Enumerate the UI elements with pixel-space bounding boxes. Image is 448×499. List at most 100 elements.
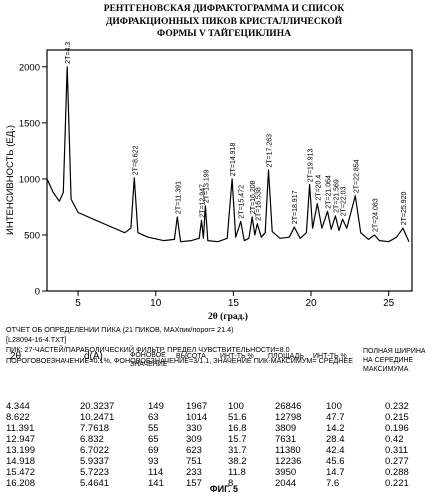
x-tick-label: 25 xyxy=(383,298,395,309)
peak-label: 2T=24.083 xyxy=(373,198,380,232)
peak-label: 2T=18.917 xyxy=(292,190,299,224)
x-tick-label: 10 xyxy=(150,298,162,309)
peak-table-body: 4.34420.32371491967100268461000.2328.622… xyxy=(0,401,448,489)
row-fwhm: 0.232 xyxy=(385,401,409,412)
peak-label: 2T=22.03 xyxy=(341,186,348,216)
row-background: 65 xyxy=(148,434,159,445)
row-fwhm: 0.196 xyxy=(385,423,409,434)
col-header-background: ЗНАЧЕНИЕ xyxy=(130,361,168,369)
row-intensity: 31.7 xyxy=(228,445,247,456)
col-header-intensity-area: ИНТ-ТЬ % xyxy=(313,353,347,361)
diffraction-trace xyxy=(47,67,409,242)
row-area: 12236 xyxy=(275,456,301,467)
report-line: [L28094-16-4.TXT] xyxy=(6,335,446,345)
row-height: 330 xyxy=(186,423,202,434)
col-header-d: d(A) xyxy=(84,353,103,361)
row-intensity-area: 45.6 xyxy=(326,456,345,467)
row-height: 309 xyxy=(186,434,202,445)
peak-label: 2T=14.918 xyxy=(230,143,237,177)
y-axis-label: ИНТЕНСИВНОСТЬ (ЕД.) xyxy=(5,125,16,235)
peak-label: 2T=15.472 xyxy=(239,185,246,219)
row-fwhm: 0.277 xyxy=(385,456,409,467)
row-intensity-area: 14.2 xyxy=(326,423,345,434)
row-intensity: 15.7 xyxy=(228,434,247,445)
col-header-fwhm: МАКСИМУМА xyxy=(363,366,408,374)
y-tick-label: 0 xyxy=(35,287,40,298)
table-row: 4.34420.32371491967100268461000.232 xyxy=(0,401,448,412)
row-fwhm: 0.215 xyxy=(385,412,409,423)
y-tick-label: 1000 xyxy=(19,174,40,185)
col-header-background: ФОНОВОЕ xyxy=(130,352,166,360)
col-header-height: ВЫСОТА xyxy=(176,353,206,361)
row-intensity-area: 14.7 xyxy=(326,467,345,478)
row-intensity-area: 100 xyxy=(326,401,342,412)
row-area: 3809 xyxy=(275,423,296,434)
x-tick-label: 15 xyxy=(228,298,240,309)
row-2theta: 13.199 xyxy=(6,445,35,456)
x-axis-label: 2θ (град.) xyxy=(208,311,248,322)
col-header-intensity: ИНТ-ТЬ % xyxy=(220,353,254,361)
peak-label: 2T=4.3 xyxy=(65,42,72,64)
row-2theta: 12.947 xyxy=(6,434,35,445)
row-area: 7631 xyxy=(275,434,296,445)
row-2theta: 11.391 xyxy=(6,423,34,434)
row-fwhm: 0.311 xyxy=(385,445,408,456)
row-height: 623 xyxy=(186,445,202,456)
row-intensity: 51.6 xyxy=(228,412,247,423)
row-intensity: 38.2 xyxy=(228,456,247,467)
row-background: 93 xyxy=(148,456,159,467)
row-background: 114 xyxy=(148,467,163,478)
row-2theta: 14.918 xyxy=(6,456,35,467)
peak-label: 2T=11.391 xyxy=(175,181,182,214)
peak-label: 2T=25.920 xyxy=(401,191,408,225)
row-area: 11380 xyxy=(275,445,301,456)
peak-label: 2T=17.263 xyxy=(267,134,274,168)
row-d: 6.7022 xyxy=(80,445,109,456)
row-height: 1967 xyxy=(186,401,207,412)
row-background: 149 xyxy=(148,401,164,412)
peak-label: 2T=8.622 xyxy=(132,145,139,175)
y-tick-label: 500 xyxy=(24,230,40,241)
row-intensity: 11.8 xyxy=(228,467,246,478)
row-area: 12798 xyxy=(275,412,301,423)
row-d: 10.2471 xyxy=(80,412,114,423)
row-2theta: 8.622 xyxy=(6,412,30,423)
peak-label: 2T=13.199 xyxy=(203,169,210,203)
row-intensity-area: 28.4 xyxy=(326,434,345,445)
col-header-area: ПЛОЩАДЬ xyxy=(268,353,304,361)
table-row: 8.62210.247163101451.61279847.70.215 xyxy=(0,412,448,423)
row-d: 6.832 xyxy=(80,434,104,445)
table-row: 15.4725.722311423311.8395014.70.288 xyxy=(0,467,448,478)
row-background: 63 xyxy=(148,412,159,423)
peak-label: 2T=21.064 xyxy=(326,175,333,209)
peak-label: 2T=21.569 xyxy=(333,179,340,213)
peak-label: 2T=16.538 xyxy=(255,187,262,221)
peak-label: 2T=19.913 xyxy=(308,148,315,182)
table-row: 11.3917.76185533016.8380914.20.196 xyxy=(0,423,448,434)
title-line: ДИФРАКЦИОННЫХ ПИКОВ КРИСТАЛЛИЧЕСКОЙ xyxy=(0,16,448,29)
col-header-fwhm: НА СЕРЕДИНЕ xyxy=(363,357,413,365)
row-d: 5.9337 xyxy=(80,456,109,467)
report-line: ОТЧЕТ ОБ ОПРЕДЕЛЕНИИ ПИКА (21 ПИКОВ, MAX… xyxy=(6,325,446,335)
y-tick-label: 2000 xyxy=(19,62,40,73)
row-height: 751 xyxy=(186,456,202,467)
row-intensity-area: 47.7 xyxy=(326,412,345,423)
row-area: 26846 xyxy=(275,401,301,412)
x-tick-label: 20 xyxy=(305,298,317,309)
title-line: ФОРМЫ V ТАЙГЕЦИКЛИНА xyxy=(0,28,448,41)
row-d: 5.7223 xyxy=(80,467,109,478)
peak-label: 2T=20.4 xyxy=(315,175,322,201)
peak-label: 2T=22.854 xyxy=(353,159,360,193)
x-tick-label: 5 xyxy=(75,298,81,309)
col-header-fwhm: ПОЛНАЯ ШИРИНА xyxy=(363,348,426,356)
figure-title: РЕНТГЕНОВСКАЯ ДИФРАКТОГРАММА И СПИСОК ДИ… xyxy=(0,3,448,41)
row-area: 3950 xyxy=(275,467,296,478)
figure-caption: ФИГ. 5 xyxy=(0,484,448,494)
row-2theta: 4.344 xyxy=(6,401,30,412)
peak-table-header: 2θ d(A) ФОНОВОЕ ЗНАЧЕНИЕ ВЫСОТА ИНТ-ТЬ %… xyxy=(0,348,448,390)
col-header-2theta: 2θ xyxy=(10,353,21,361)
row-intensity: 100 xyxy=(228,401,244,412)
row-background: 55 xyxy=(148,423,159,434)
row-height: 233 xyxy=(186,467,202,478)
row-fwhm: 0.288 xyxy=(385,467,409,478)
